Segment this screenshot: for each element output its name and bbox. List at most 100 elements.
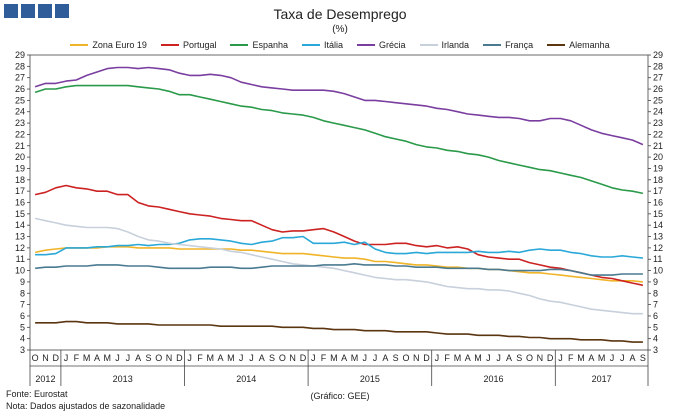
- y-tick-label-right: 12: [653, 243, 663, 253]
- x-month-label: S: [145, 353, 151, 363]
- x-month-label: S: [269, 353, 275, 363]
- y-tick-label-left: 22: [15, 129, 25, 139]
- x-month-label: M: [104, 353, 112, 363]
- x-month-label: A: [218, 353, 224, 363]
- y-tick-label-left: 11: [16, 254, 25, 264]
- y-tick-label-right: 13: [653, 232, 663, 242]
- x-month-label: D: [547, 353, 554, 363]
- x-month-label: A: [135, 353, 141, 363]
- y-tick-label-left: 17: [15, 186, 25, 196]
- legend-label: Alemanha: [569, 40, 610, 50]
- chart-subtitle: (%): [332, 24, 348, 35]
- y-tick-label-left: 23: [15, 118, 25, 128]
- x-month-label: J: [239, 353, 244, 363]
- x-month-label: A: [506, 353, 512, 363]
- y-tick-label-right: 15: [653, 209, 663, 219]
- y-tick-label-right: 17: [653, 186, 663, 196]
- y-tick-label-left: 10: [15, 266, 25, 276]
- legend-label: Zona Euro 19: [92, 40, 147, 50]
- x-month-label: J: [126, 353, 131, 363]
- x-month-label: A: [382, 353, 388, 363]
- x-month-label: O: [155, 353, 162, 363]
- x-month-label: M: [351, 353, 359, 363]
- x-month-label: M: [330, 353, 338, 363]
- legend-item: França: [483, 40, 533, 50]
- x-month-label: F: [444, 353, 450, 363]
- x-month-label: O: [32, 353, 39, 363]
- legend-swatch: [483, 44, 502, 46]
- legend-item: Portugal: [160, 40, 216, 50]
- x-month-label: J: [311, 353, 316, 363]
- y-tick-label-left: 7: [20, 300, 25, 310]
- x-month-label: J: [620, 353, 625, 363]
- logo-block: [55, 4, 69, 18]
- y-tick-label-left: 9: [20, 277, 25, 287]
- y-tick-label-left: 14: [15, 220, 25, 230]
- x-year-label: 2012: [35, 374, 55, 384]
- x-year-label: 2013: [113, 374, 133, 384]
- adjustment-note: Nota: Dados ajustados de sazonalidade: [6, 401, 166, 411]
- y-tick-label-right: 19: [653, 163, 663, 173]
- legend-item: Espanha: [230, 40, 288, 50]
- series-line: [34, 84, 644, 195]
- legend-label: Irlanda: [441, 40, 470, 50]
- x-month-label: J: [558, 353, 563, 363]
- x-month-label: A: [341, 353, 347, 363]
- logo-blocks: [4, 4, 69, 18]
- x-month-label: M: [454, 353, 462, 363]
- legend-swatch: [230, 44, 249, 46]
- y-tick-label-left: 18: [15, 175, 25, 185]
- y-tick-label-right: 10: [653, 266, 663, 276]
- y-tick-label-left: 20: [15, 152, 25, 162]
- x-month-label: A: [94, 353, 100, 363]
- x-month-label: J: [115, 353, 120, 363]
- y-tick-label-left: 26: [15, 84, 25, 94]
- series-line: [34, 246, 643, 283]
- plot-frame: [29, 54, 649, 351]
- y-tick-label-right: 5: [653, 322, 658, 332]
- source-note: Fonte: Eurostat: [6, 389, 68, 399]
- x-month-label: N: [166, 353, 173, 363]
- y-tick-label-left: 15: [15, 209, 25, 219]
- x-month-label: J: [496, 353, 501, 363]
- y-tick-label-right: 29: [653, 50, 663, 60]
- x-month-label: D: [53, 353, 60, 363]
- y-tick-label-right: 28: [653, 61, 663, 71]
- x-month-label: M: [227, 353, 235, 363]
- y-tick-label-right: 6: [653, 311, 658, 321]
- y-tick-label-left: 27: [15, 73, 25, 83]
- series-line: [35, 320, 643, 343]
- x-month-label: D: [176, 353, 183, 363]
- y-tick-label-left: 24: [15, 107, 25, 117]
- graph-credit: (Gráfico: GEE): [310, 391, 370, 401]
- y-tick-label-right: 26: [653, 84, 663, 94]
- logo-block: [21, 4, 35, 18]
- x-month-label: M: [83, 353, 91, 363]
- x-month-label: J: [435, 353, 440, 363]
- y-tick-label-right: 11: [653, 254, 662, 264]
- legend-item: Itália: [302, 40, 343, 50]
- legend-swatch: [70, 44, 89, 46]
- x-month-label: J: [249, 353, 254, 363]
- y-tick-label-left: 21: [15, 141, 25, 151]
- x-year-label: 2014: [236, 374, 256, 384]
- legend-item: Zona Euro 19: [70, 40, 147, 50]
- x-month-label: D: [423, 353, 430, 363]
- series-line: [35, 262, 643, 276]
- y-tick-label-right: 20: [653, 152, 663, 162]
- x-month-label: O: [526, 353, 533, 363]
- legend-item: Alemanha: [547, 40, 610, 50]
- x-month-label: J: [64, 353, 69, 363]
- y-tick-label-left: 19: [15, 163, 25, 173]
- x-month-label: D: [300, 353, 307, 363]
- y-tick-label-left: 29: [15, 50, 25, 60]
- x-month-label: J: [187, 353, 192, 363]
- x-month-label: M: [598, 353, 606, 363]
- y-tick-label-right: 4: [653, 334, 658, 344]
- series-line: [34, 217, 643, 315]
- x-month-label: M: [577, 353, 585, 363]
- x-month-label: S: [516, 353, 522, 363]
- y-tick-label-left: 13: [15, 232, 25, 242]
- y-tick-label-left: 28: [15, 61, 25, 71]
